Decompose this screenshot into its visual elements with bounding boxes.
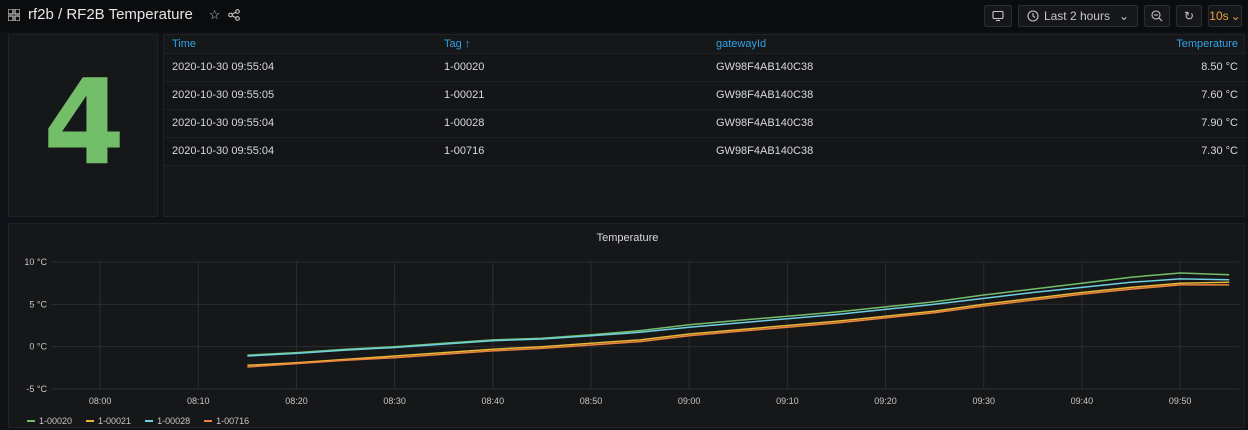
zoom-out-button[interactable] — [1144, 5, 1170, 27]
table-row: 2020-10-30 09:55:04 1-00028 GW98F4AB140C… — [164, 109, 1246, 138]
legend-swatch — [86, 420, 95, 422]
x-tick-label: 08:50 — [580, 396, 603, 406]
x-tick-label: 08:40 — [482, 396, 505, 406]
dashboard-header: rf2b / RF2B Temperature ☆ — [8, 6, 241, 23]
table-row: 2020-10-30 09:55:05 1-00021 GW98F4AB140C… — [164, 81, 1246, 110]
cell-tag: 1-00028 — [436, 109, 708, 138]
clock-icon — [1027, 10, 1039, 22]
legend-item[interactable]: 1-00028 — [145, 416, 190, 426]
x-tick-label: 09:20 — [874, 396, 897, 406]
legend-swatch — [204, 420, 213, 422]
chevron-down-icon: ⌄ — [1118, 9, 1130, 23]
toolbar: Last 2 hours ⌄ ↻ 10s ⌄ — [984, 4, 1242, 28]
refresh-icon: ↻ — [1183, 9, 1195, 23]
refresh-interval-picker[interactable]: 10s ⌄ — [1208, 5, 1242, 27]
table-row: 2020-10-30 09:55:04 1-00020 GW98F4AB140C… — [164, 53, 1246, 82]
share-icon[interactable] — [228, 8, 241, 21]
tv-mode-button[interactable] — [984, 5, 1012, 27]
cell-tag: 1-00020 — [436, 53, 708, 82]
legend-label: 1-00021 — [98, 416, 132, 426]
cell-time: 2020-10-30 09:55:04 — [164, 53, 436, 82]
star-icon[interactable]: ☆ — [208, 6, 221, 22]
y-tick-label: 5 °C — [29, 299, 47, 309]
cell-time: 2020-10-30 09:55:04 — [164, 109, 436, 138]
top-navbar: rf2b / RF2B Temperature ☆ Last 2 hours ⌄ — [0, 0, 1248, 32]
x-tick-label: 09:30 — [972, 396, 995, 406]
series-line-1-00021 — [247, 281, 1230, 367]
legend-label: 1-00716 — [216, 416, 250, 426]
cell-time: 2020-10-30 09:55:05 — [164, 81, 436, 110]
legend-item[interactable]: 1-00716 — [204, 416, 249, 426]
cell-time: 2020-10-30 09:55:04 — [164, 137, 436, 166]
series-line-1-00028 — [247, 278, 1230, 357]
data-table: Time Tag ↑ gatewayId Temperature 2020-10… — [164, 35, 1246, 166]
x-tick-label: 08:10 — [187, 396, 210, 406]
legend-label: 1-00028 — [157, 416, 191, 426]
refresh-interval-label: 10s — [1209, 9, 1229, 23]
cell-temperature: 7.90 °C — [1008, 109, 1246, 138]
x-tick-label: 08:30 — [383, 396, 406, 406]
chevron-down-icon: ⌄ — [1230, 9, 1241, 23]
cell-tag: 1-00716 — [436, 137, 708, 166]
time-range-label: Last 2 hours — [1043, 9, 1110, 23]
zoom-out-icon — [1151, 10, 1163, 22]
x-tick-label: 09:00 — [678, 396, 701, 406]
x-tick-label: 09:50 — [1169, 396, 1192, 406]
x-tick-label: 08:00 — [89, 396, 112, 406]
dashboards-grid-icon[interactable] — [8, 8, 20, 21]
column-header-temperature[interactable]: Temperature — [1008, 35, 1246, 54]
cell-temperature: 7.30 °C — [1008, 137, 1246, 166]
y-tick-label: 0 °C — [29, 342, 47, 352]
x-tick-label: 09:10 — [776, 396, 799, 406]
table-row: 2020-10-30 09:55:04 1-00716 GW98F4AB140C… — [164, 137, 1246, 166]
table-panel: Time Tag ↑ gatewayId Temperature 2020-10… — [163, 34, 1246, 217]
x-tick-label: 09:40 — [1071, 396, 1094, 406]
time-range-picker[interactable]: Last 2 hours ⌄ — [1018, 5, 1138, 27]
temperature-chart[interactable]: 10 °C 5 °C 0 °C -5 °C 08:00 08:10 08:20 08:30 08… — [9, 224, 1246, 414]
dashboard-title[interactable]: rf2b / RF2B Temperature — [28, 6, 193, 23]
stat-value: 4 — [42, 53, 126, 191]
cell-gateway: GW98F4AB140C38 — [708, 109, 1008, 138]
column-header-gateway[interactable]: gatewayId — [708, 35, 1008, 54]
legend-item[interactable]: 1-00021 — [86, 416, 131, 426]
y-tick-label: 10 °C — [24, 257, 47, 267]
legend-swatch — [145, 420, 154, 422]
stat-panel[interactable]: 4 — [8, 34, 158, 217]
chart-title: Temperature — [596, 232, 659, 244]
cell-gateway: GW98F4AB140C38 — [708, 81, 1008, 110]
cell-gateway: GW98F4AB140C38 — [708, 53, 1008, 82]
cell-temperature: 7.60 °C — [1008, 81, 1246, 110]
series-line-1-00716 — [247, 284, 1230, 368]
column-header-tag[interactable]: Tag ↑ — [436, 35, 708, 54]
table-header-row: Time Tag ↑ gatewayId Temperature — [164, 35, 1246, 54]
column-header-time[interactable]: Time — [164, 35, 436, 54]
cell-tag: 1-00021 — [436, 81, 708, 110]
refresh-button[interactable]: ↻ — [1176, 5, 1202, 27]
legend-item[interactable]: 1-00020 — [27, 416, 72, 426]
x-tick-label: 08:20 — [285, 396, 308, 406]
monitor-icon — [992, 10, 1004, 22]
cell-gateway: GW98F4AB140C38 — [708, 137, 1008, 166]
chart-legend: 1-00020 1-00021 1-00028 1-00716 — [27, 416, 249, 426]
series-line-1-00020 — [247, 272, 1230, 356]
y-tick-label: -5 °C — [26, 384, 47, 394]
legend-label: 1-00020 — [39, 416, 73, 426]
cell-temperature: 8.50 °C — [1008, 53, 1246, 82]
legend-swatch — [27, 420, 35, 422]
temperature-chart-panel[interactable]: Temperature 10 °C 5 °C 0 °C -5 °C 08:00 08:10… — [8, 223, 1245, 428]
